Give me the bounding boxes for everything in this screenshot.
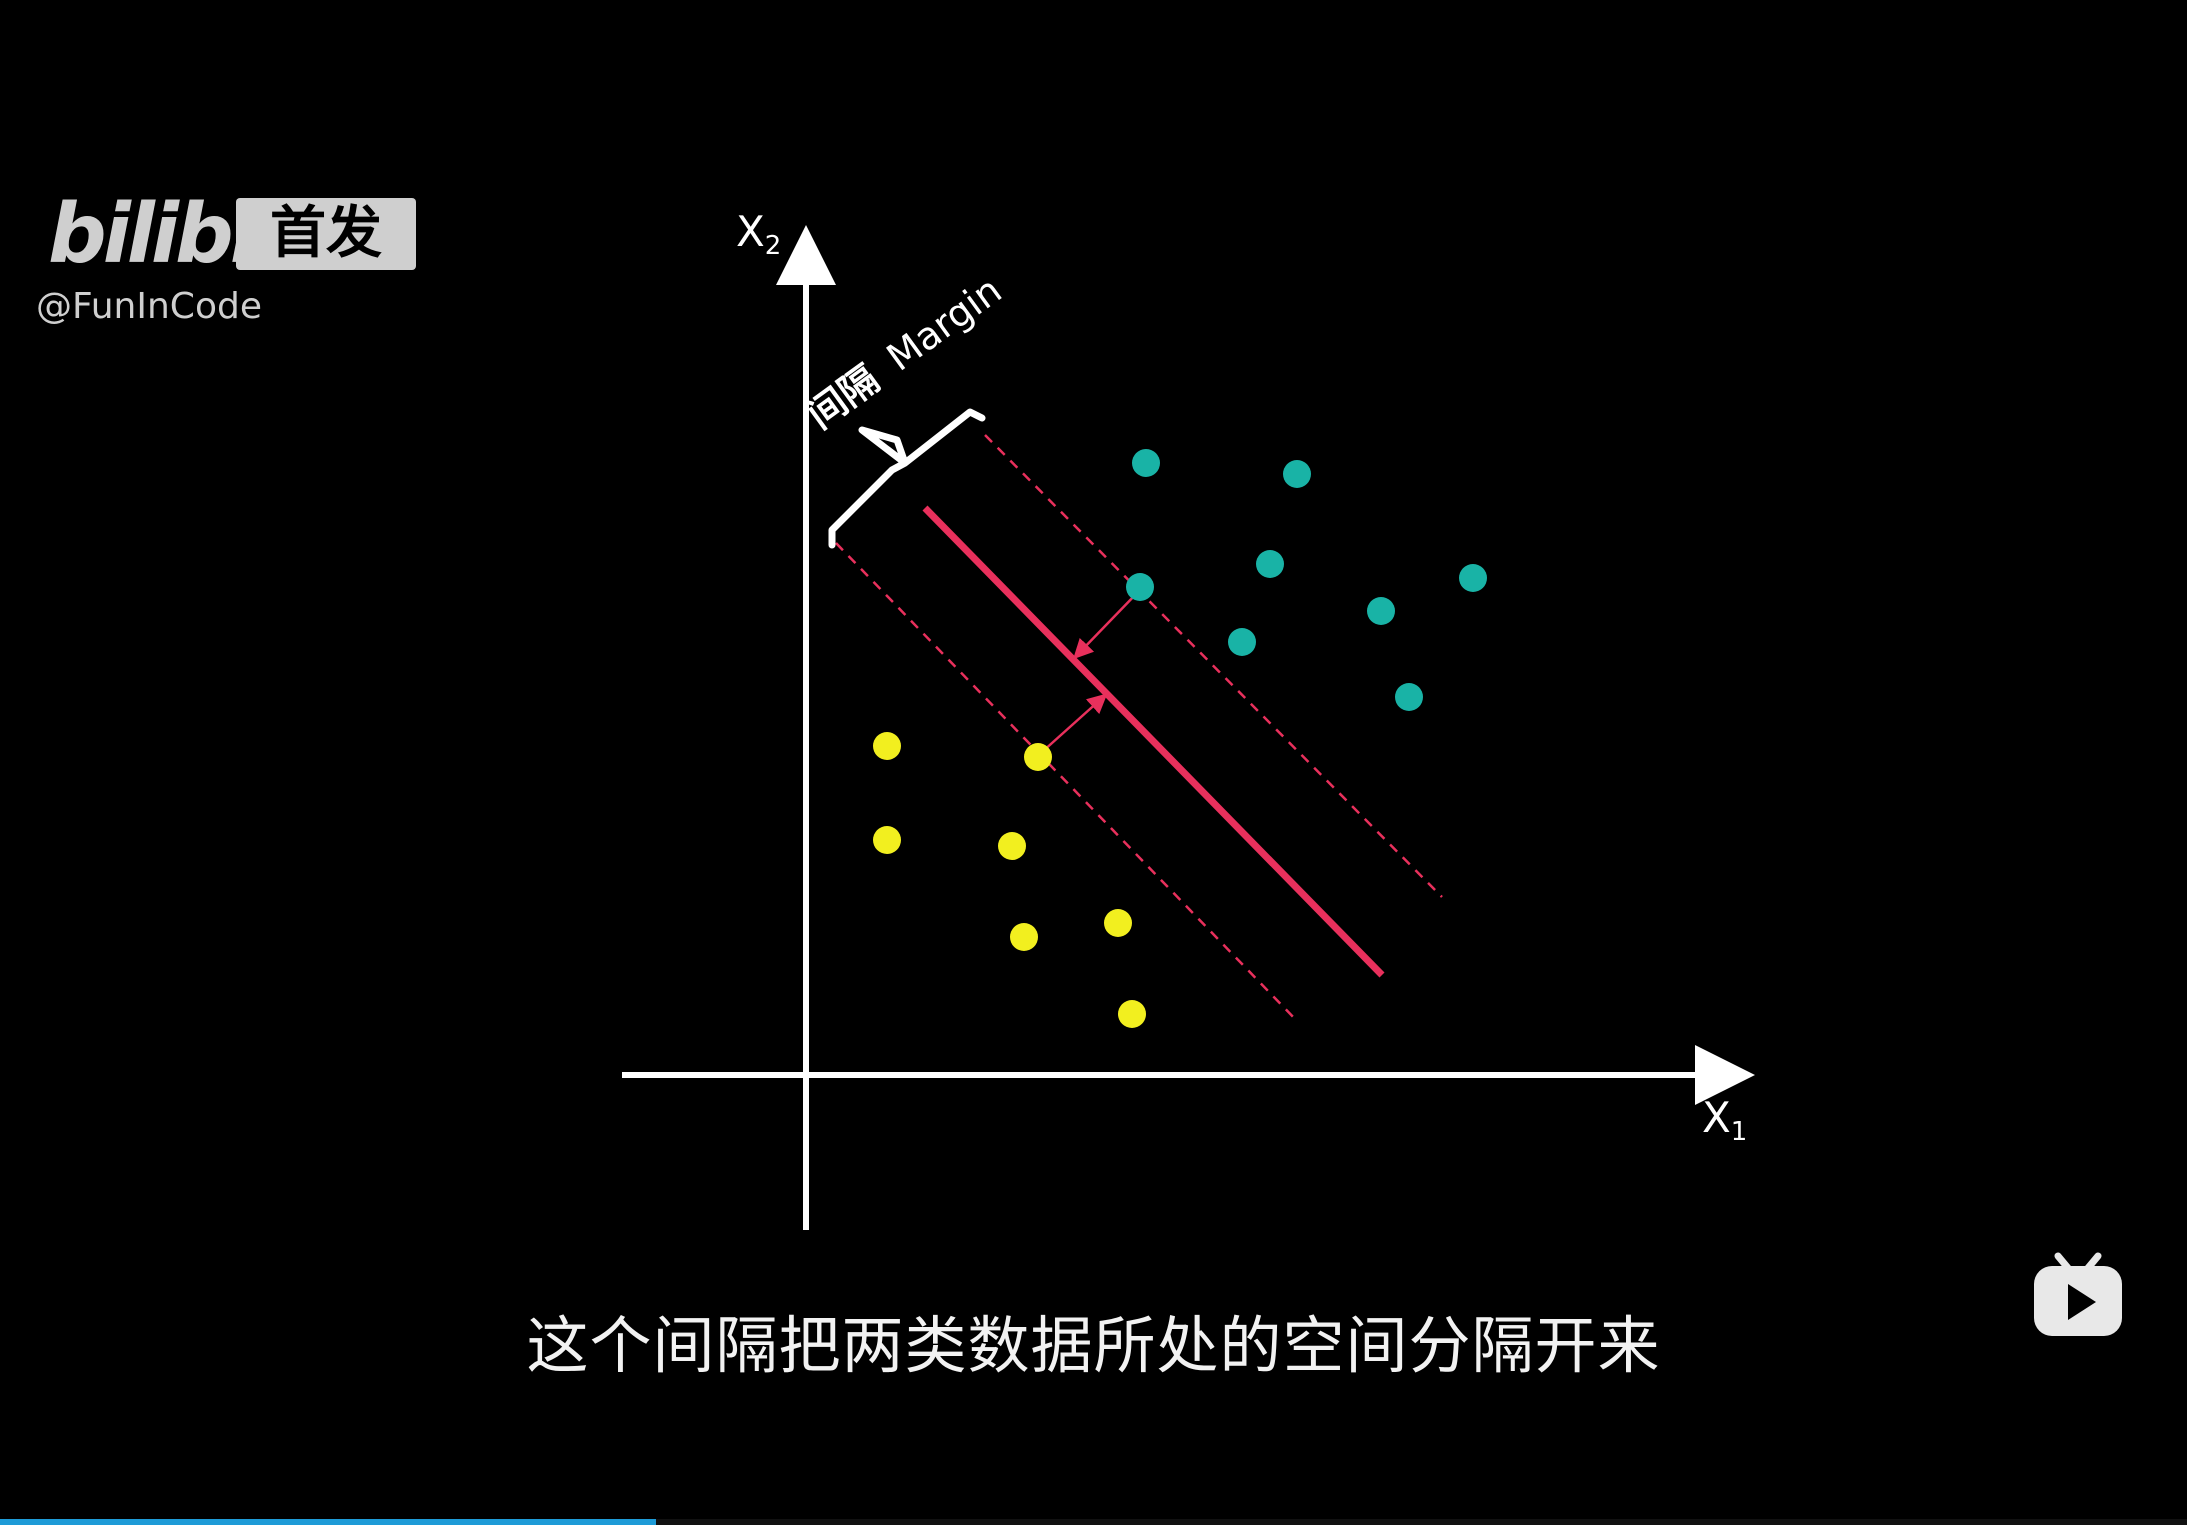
class-a-point-7 <box>1459 564 1487 592</box>
class-b-point-5 <box>1104 909 1132 937</box>
class-a-point-3 <box>1256 550 1284 578</box>
class-a-point-6 <box>1367 597 1395 625</box>
margin-label: 间隔Margin <box>799 268 1009 438</box>
margin-boundary-lower <box>835 542 1299 1023</box>
first-release-badge: 首发 <box>236 198 416 270</box>
margin-brace <box>828 408 986 549</box>
class-a-points <box>1126 449 1487 711</box>
video-subtitle: 这个间隔把两类数据所处的空间分隔开来 <box>526 1309 1661 1382</box>
y-axis-label: X2 <box>736 207 781 261</box>
class-b-point-7 <box>1118 1000 1146 1028</box>
class-a-point-1 <box>1132 449 1160 477</box>
class-b-point-4 <box>998 832 1026 860</box>
video-progress-fill <box>0 1519 657 1525</box>
class-a-point-5 <box>1228 628 1256 656</box>
video-progress-bar[interactable] <box>0 1519 2187 1525</box>
class-a-point-2 <box>1283 460 1311 488</box>
bilibili-tv-play-icon[interactable] <box>2032 1252 2124 1340</box>
class-a-point-8 <box>1395 683 1423 711</box>
class-b-point-3 <box>873 826 901 854</box>
distance-arrow-upper <box>1073 591 1139 660</box>
class-b-points <box>873 732 1146 1028</box>
class-b-point-2 <box>1024 743 1052 771</box>
class-b-point-6 <box>1010 923 1038 951</box>
distance-arrow-lower <box>1041 693 1108 753</box>
x-axis-label: X1 <box>1702 1093 1747 1147</box>
class-b-point-1 <box>873 732 901 760</box>
separating-hyperplane <box>922 505 1385 978</box>
uploader-handle: @FunInCode <box>36 286 262 327</box>
tv-play-icon <box>2034 1252 2122 1336</box>
class-a-point-4 <box>1126 573 1154 601</box>
margin-boundary-upper <box>984 434 1443 898</box>
